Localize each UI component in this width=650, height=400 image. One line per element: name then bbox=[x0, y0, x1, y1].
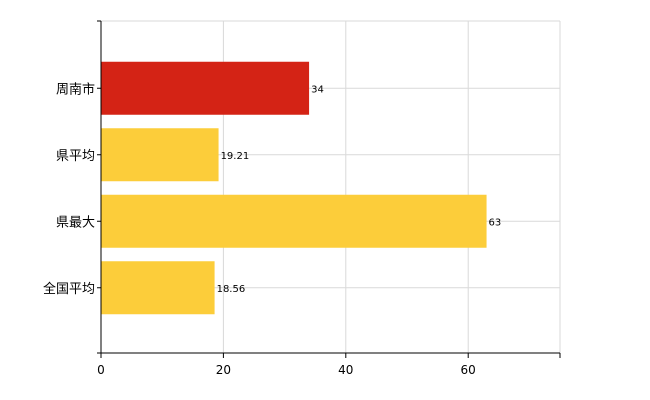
value-label: 18.56 bbox=[217, 284, 246, 295]
category-label: 県最大 bbox=[56, 215, 95, 230]
bar bbox=[101, 128, 219, 182]
bar bbox=[101, 61, 310, 115]
labels: 34 周南市 19.21 県平均 63 県最大 18.56 全国平均 0 20 40 60 bbox=[43, 81, 501, 377]
x-tick-label: 40 bbox=[338, 363, 353, 377]
axes bbox=[97, 20, 561, 358]
value-label: 34 bbox=[311, 84, 324, 95]
x-tick-label: 20 bbox=[216, 363, 231, 377]
bars bbox=[101, 61, 487, 315]
bar bbox=[101, 194, 487, 248]
x-tick-label: 60 bbox=[461, 363, 476, 377]
category-label: 全国平均 bbox=[43, 281, 95, 297]
x-tick-label: 0 bbox=[97, 363, 105, 377]
category-label: 県平均 bbox=[56, 149, 95, 164]
value-label: 19.21 bbox=[221, 151, 250, 162]
category-label: 周南市 bbox=[56, 81, 95, 97]
bar bbox=[101, 261, 215, 315]
value-label: 63 bbox=[489, 217, 502, 228]
